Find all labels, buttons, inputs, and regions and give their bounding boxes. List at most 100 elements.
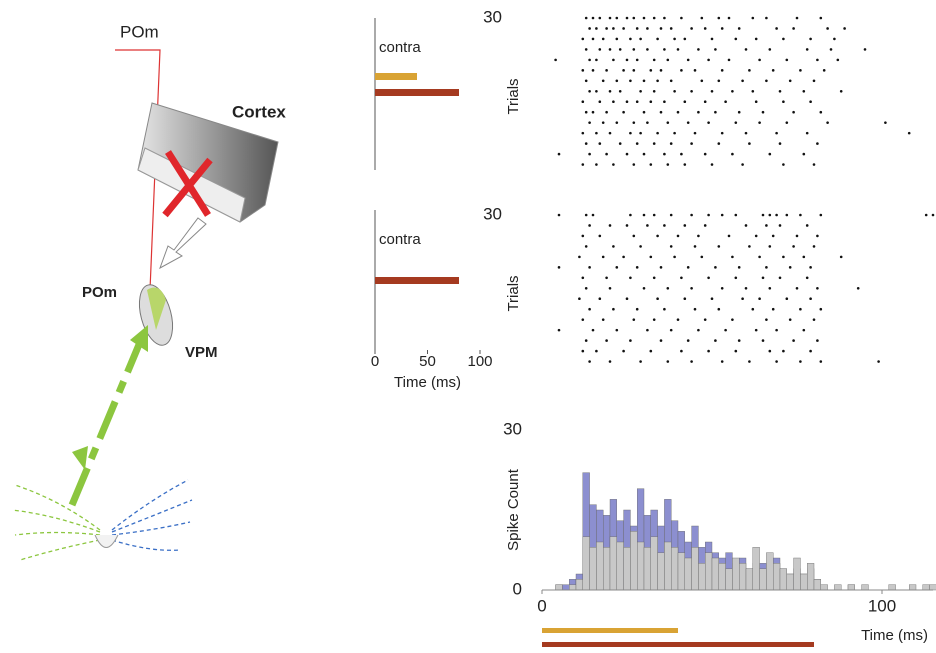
spike	[643, 287, 646, 290]
spike	[650, 163, 653, 166]
spike	[578, 256, 581, 259]
spike	[667, 163, 670, 166]
spike	[643, 111, 646, 114]
spike	[762, 111, 765, 114]
spike	[813, 80, 816, 83]
spike	[605, 153, 608, 156]
spike	[707, 350, 710, 353]
spike	[786, 59, 789, 62]
spike	[769, 153, 772, 156]
spike	[582, 69, 585, 72]
spike	[626, 297, 629, 300]
spike	[582, 100, 585, 103]
x-axis-label: Time (ms)	[394, 374, 461, 391]
spike	[769, 287, 772, 290]
spike	[629, 80, 632, 83]
spike	[636, 142, 639, 145]
spike	[612, 100, 615, 103]
spike	[690, 142, 693, 145]
spike	[612, 27, 615, 30]
spike	[843, 27, 846, 30]
spike	[796, 287, 799, 290]
bar-label: contra	[379, 39, 421, 56]
hist-bar	[794, 558, 801, 590]
spike	[735, 121, 738, 124]
spike	[806, 132, 809, 135]
spike	[840, 256, 843, 259]
spike	[792, 339, 795, 342]
spike	[670, 214, 673, 217]
spike	[731, 318, 734, 321]
spike	[622, 256, 625, 259]
spike	[775, 360, 778, 363]
spike	[782, 256, 785, 259]
spike	[660, 27, 663, 30]
spike	[626, 100, 629, 103]
spike	[721, 214, 724, 217]
spike	[656, 235, 659, 238]
spike	[772, 69, 775, 72]
spike	[670, 80, 673, 83]
spike	[660, 69, 663, 72]
spike	[721, 132, 724, 135]
spike	[670, 329, 673, 332]
hist-bar	[780, 569, 787, 590]
spike	[588, 59, 591, 62]
hist-bar	[930, 585, 936, 590]
spike	[626, 153, 629, 156]
y-axis-label: Spike Count	[505, 468, 522, 551]
spike	[582, 132, 585, 135]
spike	[605, 277, 608, 280]
hist-bar	[834, 585, 841, 590]
spike	[595, 59, 598, 62]
spike	[653, 142, 656, 145]
spike	[704, 153, 707, 156]
bar-label: contra	[379, 231, 421, 248]
spike	[728, 17, 731, 20]
spike	[684, 224, 687, 227]
spike	[599, 48, 602, 51]
spike	[721, 27, 724, 30]
spike	[667, 360, 670, 363]
spike	[769, 214, 772, 217]
spike	[663, 48, 666, 51]
bar	[375, 277, 459, 284]
figure: POm Cortex POm VPM contracontra050100Tim…	[0, 0, 936, 653]
hist-bar	[671, 547, 678, 590]
spike	[646, 224, 649, 227]
hist-bar	[753, 547, 760, 590]
spike	[667, 59, 670, 62]
hist-bar	[773, 563, 780, 590]
spike	[677, 318, 680, 321]
spike	[840, 90, 843, 93]
spike	[816, 339, 819, 342]
bar	[375, 73, 417, 80]
hist-bar	[569, 585, 576, 590]
spike	[670, 142, 673, 145]
spike	[588, 27, 591, 30]
spike	[619, 48, 622, 51]
spike	[592, 38, 595, 41]
spike	[745, 287, 748, 290]
spike	[721, 287, 724, 290]
spike	[728, 235, 731, 238]
spike	[775, 329, 778, 332]
hist-bar	[644, 547, 651, 590]
spike	[806, 277, 809, 280]
spike	[782, 38, 785, 41]
spike	[599, 235, 602, 238]
spike	[745, 48, 748, 51]
spike	[694, 308, 697, 311]
spike	[684, 100, 687, 103]
spike	[612, 163, 615, 166]
spike	[616, 80, 619, 83]
spike	[687, 59, 690, 62]
spike	[684, 163, 687, 166]
spike	[629, 339, 632, 342]
spike	[639, 90, 642, 93]
spike	[588, 224, 591, 227]
spike	[755, 38, 758, 41]
spike	[653, 59, 656, 62]
spike	[697, 111, 700, 114]
spike	[772, 235, 775, 238]
